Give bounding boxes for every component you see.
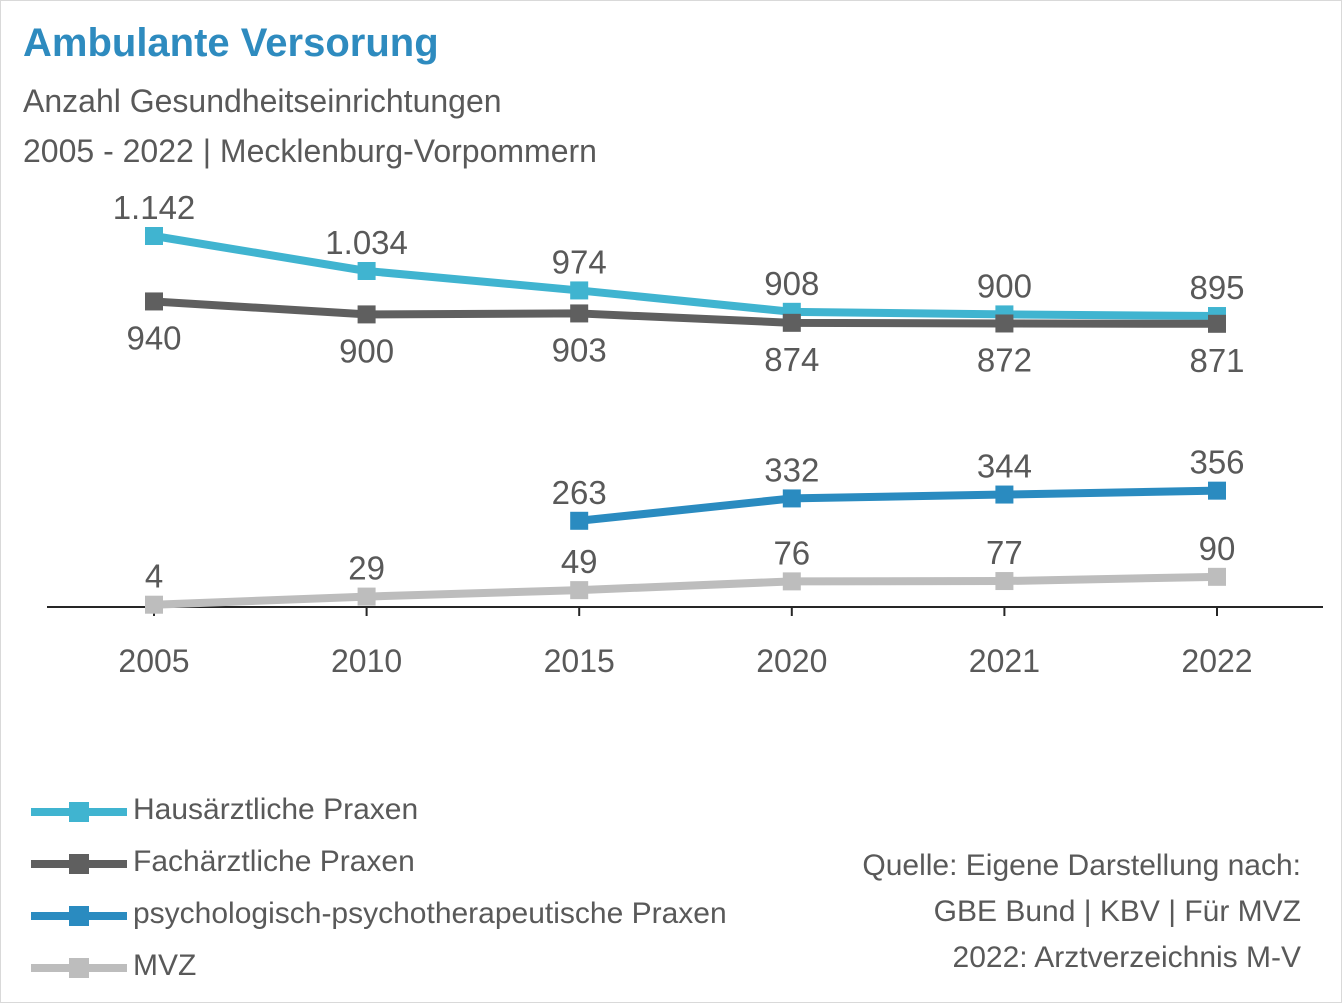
x-tick-label: 2022 [1181, 643, 1252, 679]
data-label: 872 [977, 341, 1032, 378]
data-point-marker [1208, 567, 1226, 586]
data-label: 900 [339, 332, 394, 369]
legend-label: psychologisch-psychotherapeutische Praxe… [133, 897, 727, 930]
data-point-marker [570, 281, 589, 300]
x-tick-label: 2015 [544, 643, 615, 679]
data-label: 90 [1199, 530, 1236, 567]
legend-item: psychologisch-psychotherapeutische Praxe… [31, 895, 821, 947]
legend-label: Fachärztliche Praxen [133, 845, 415, 878]
data-point-marker [1208, 314, 1226, 333]
chart-subtitle-measure: Anzahl Gesundheitseinrichtungen [23, 83, 502, 119]
data-label: 903 [552, 331, 607, 368]
data-label: 940 [126, 319, 181, 356]
x-tick-label: 2005 [118, 643, 189, 679]
source-note: Quelle: Eigene Darstellung nach: GBE Bun… [862, 843, 1301, 981]
legend-square-marker [69, 958, 89, 978]
data-label: 332 [764, 451, 819, 488]
x-tick-label: 2021 [969, 643, 1040, 679]
line-chart: 2005 2010 2015 2020 2021 20221.1421.034974908… [47, 189, 1323, 679]
x-tick-label: 2010 [331, 643, 402, 679]
data-point-marker [145, 595, 163, 614]
data-label: 1.142 [113, 189, 196, 226]
series-line [153, 297, 1218, 328]
data-point-marker [570, 511, 589, 530]
data-label: 4 [145, 558, 163, 595]
data-point-marker [145, 227, 163, 245]
series-line [153, 572, 1218, 609]
data-label: 900 [977, 267, 1032, 304]
series-line [578, 486, 1218, 525]
data-point-marker [782, 313, 801, 332]
legend-item: Fachärztliche Praxen [31, 843, 821, 895]
data-label: 29 [348, 550, 385, 587]
chart-subtitle-period-region: 2005 - 2022 | Mecklenburg-Vorpommern [23, 133, 597, 169]
legend-square-marker [69, 906, 89, 926]
data-point-marker [995, 572, 1014, 591]
data-point-marker [570, 304, 589, 323]
data-point-marker [782, 489, 801, 508]
data-label: 49 [561, 543, 598, 580]
data-point-marker [782, 572, 801, 591]
data-point-marker [145, 292, 163, 311]
data-label: 974 [552, 243, 607, 280]
legend-label: MVZ [133, 949, 197, 982]
legend-item: MVZ [31, 947, 821, 999]
data-point-marker [357, 261, 376, 280]
legend: Hausärztliche Praxen Fachärztliche Praxe… [31, 791, 821, 999]
data-label: 908 [764, 265, 819, 302]
chart-title: Ambulante Versorung [23, 21, 439, 65]
data-point-marker [357, 587, 376, 606]
data-label: 356 [1189, 444, 1244, 481]
data-label: 77 [986, 534, 1023, 571]
data-point-marker [995, 485, 1014, 504]
data-point-marker [1208, 481, 1226, 500]
data-point-marker [357, 305, 376, 324]
legend-item: Hausärztliche Praxen [31, 791, 821, 843]
x-tick-label: 2020 [756, 643, 827, 679]
series-line [153, 232, 1218, 321]
data-label: 1.034 [325, 224, 408, 261]
legend-square-marker [69, 802, 89, 822]
legend-label: Hausärztliche Praxen [133, 793, 419, 826]
legend-square-marker [69, 854, 89, 874]
source-line: 2022: Arztverzeichnis M-V [952, 941, 1301, 974]
data-label: 344 [977, 448, 1032, 485]
data-label: 874 [764, 341, 819, 378]
source-line: GBE Bund | KBV | Für MVZ [933, 895, 1301, 928]
data-label: 895 [1189, 269, 1244, 306]
data-point-marker [995, 314, 1014, 333]
data-label: 263 [552, 474, 607, 511]
data-label: 871 [1189, 342, 1244, 379]
data-point-marker [570, 581, 589, 600]
data-label: 76 [773, 534, 810, 571]
source-line: Quelle: Eigene Darstellung nach: [862, 849, 1301, 882]
